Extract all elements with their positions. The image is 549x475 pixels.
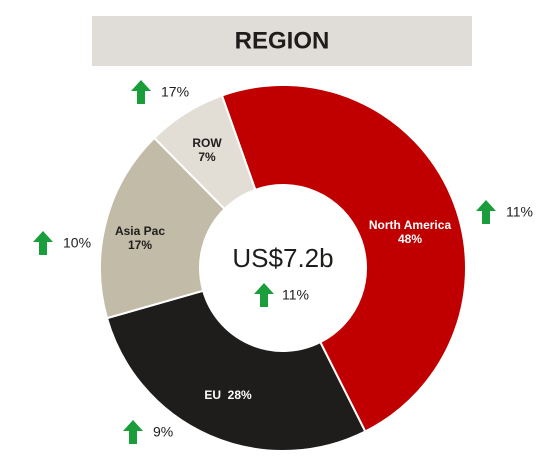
growth-label: 17%	[161, 84, 189, 100]
segment-name: EU	[204, 388, 221, 402]
segment-name: ROW	[192, 136, 222, 150]
segment-value: 28%	[227, 388, 252, 402]
title-box	[92, 16, 472, 66]
growth-arrow	[131, 80, 151, 104]
segment-label: EU 28%	[183, 388, 273, 402]
segment-value: 7%	[198, 150, 216, 164]
growth-arrow	[254, 283, 274, 307]
segment-name: Asia Pac	[114, 224, 166, 238]
center-total: US$7.2b	[232, 243, 333, 273]
segment-name: North America	[368, 218, 452, 232]
segment-value: 17%	[127, 238, 153, 252]
segment-label: Asia Pac 17%	[95, 224, 185, 252]
growth-label: 10%	[63, 235, 91, 251]
donut-segment	[105, 289, 367, 452]
growth-arrow	[476, 200, 496, 224]
segment-value: 48%	[397, 232, 423, 246]
donut-segment	[99, 136, 227, 320]
growth-label: 9%	[153, 424, 173, 440]
growth-label: 11%	[506, 204, 533, 220]
segment-label: ROW 7%	[162, 136, 252, 164]
donut-segment	[152, 94, 257, 211]
center-growth: 11%	[282, 287, 309, 303]
growth-arrow	[33, 231, 53, 255]
donut-segment	[220, 84, 467, 433]
segment-label: North America 48%	[365, 218, 455, 246]
chart-title: REGION	[235, 27, 330, 54]
growth-arrow	[123, 420, 143, 444]
